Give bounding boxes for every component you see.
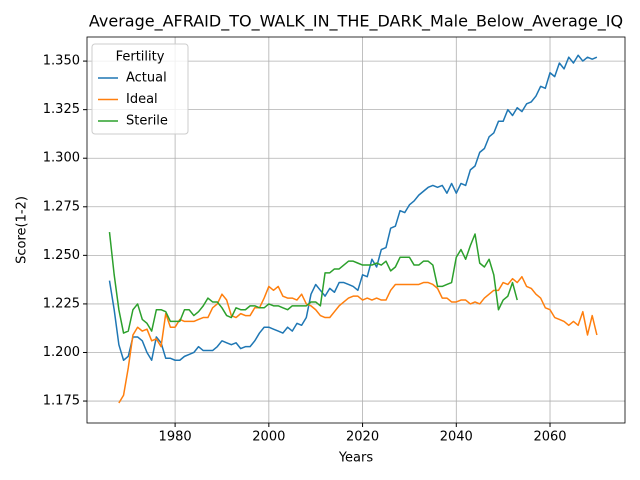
y-tick-label: 1.350 (43, 54, 80, 69)
y-tick-label: 1.325 (43, 102, 80, 117)
data-line (108, 231, 518, 334)
x-tick-label: 2000 (252, 430, 285, 445)
y-tick-label: 1.225 (43, 296, 80, 311)
y-axis-label: Score(1-2) (15, 196, 30, 264)
y-tick-label: 1.300 (43, 151, 80, 166)
y-tick-label: 1.250 (43, 248, 80, 263)
plot-frame (86, 36, 626, 424)
x-tick-label: 2020 (346, 430, 379, 445)
y-tick-label: 1.200 (43, 345, 80, 360)
chart-title: Average_AFRAID_TO_WALK_IN_THE_DARK_Male_… (89, 12, 623, 32)
x-axis-label: Years (338, 451, 374, 466)
y-tick-label: 1.275 (43, 199, 80, 214)
legend-box (91, 43, 189, 135)
x-tick-label: 1980 (159, 430, 192, 445)
legend-label: Ideal (126, 92, 158, 107)
data-line (108, 54, 598, 361)
y-tick-label: 1.175 (43, 394, 80, 409)
data-line (118, 275, 598, 404)
x-tick-label: 2040 (440, 430, 473, 445)
legend-label: Sterile (126, 114, 168, 129)
legend-label: Actual (126, 71, 167, 86)
x-tick-label: 2060 (533, 430, 566, 445)
legend-title: Fertility (116, 50, 165, 65)
